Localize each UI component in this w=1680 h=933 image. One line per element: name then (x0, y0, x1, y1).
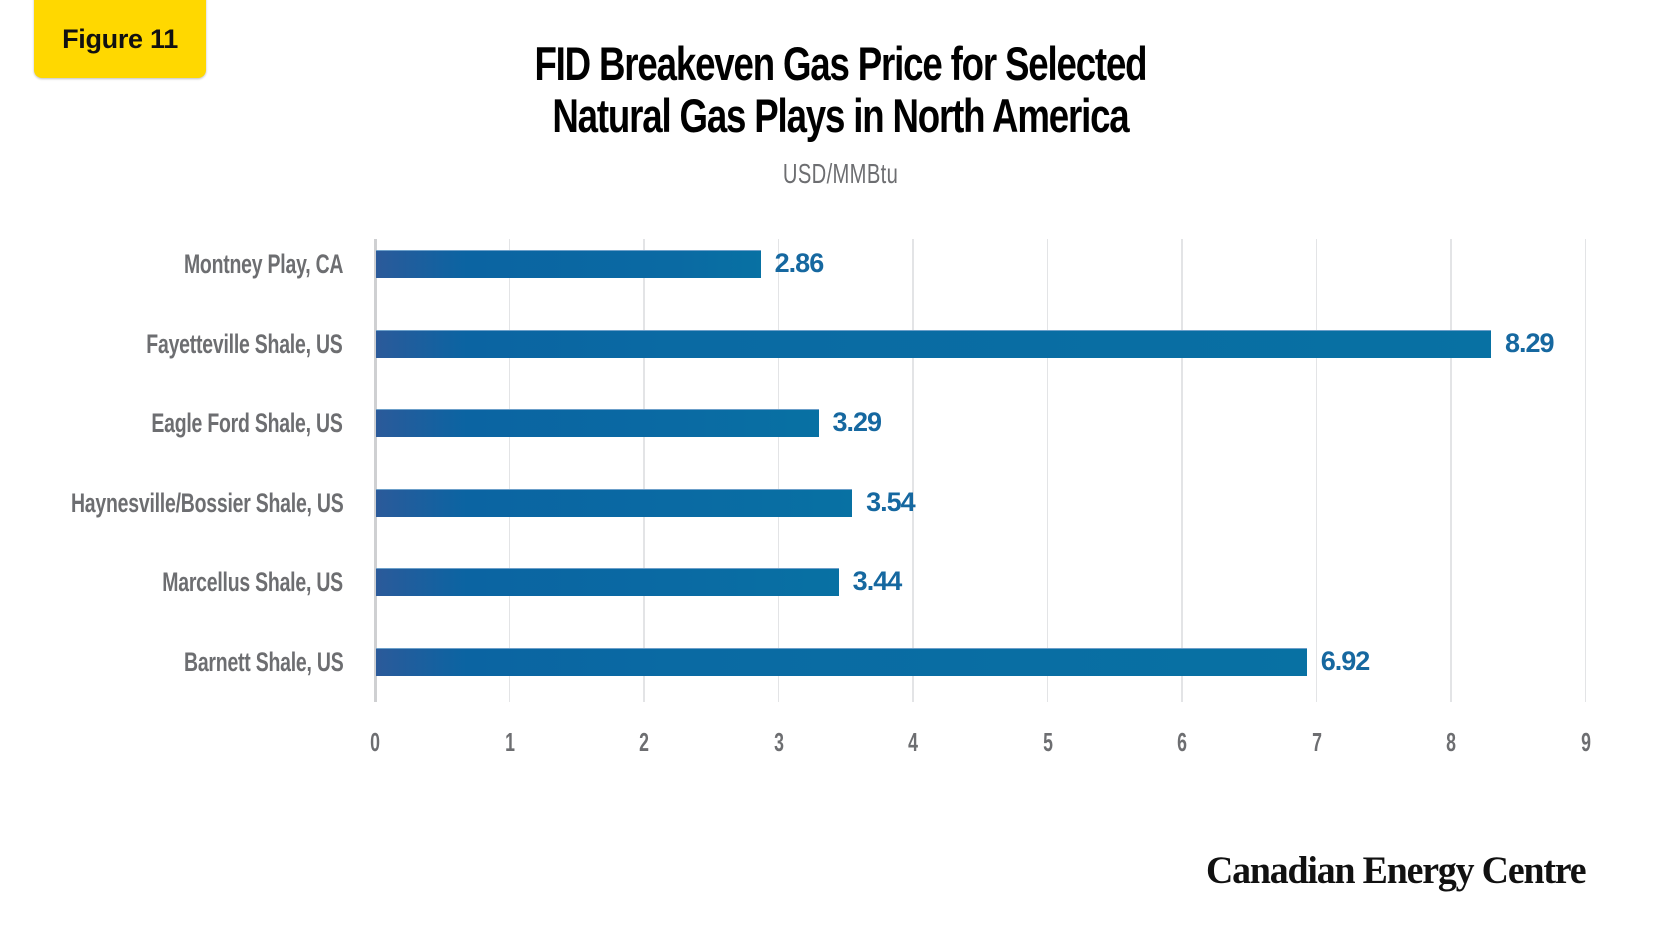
x-gridline (1450, 239, 1452, 702)
figure-badge: Figure 11 (34, 0, 206, 78)
x-tick-label: 5 (1042, 727, 1053, 757)
value-label: 2.86 (774, 248, 825, 278)
x-gridline (777, 239, 780, 702)
x-tick-label: 3 (773, 727, 784, 757)
x-tick-label: 0 (370, 727, 380, 757)
x-gridline (1315, 239, 1318, 702)
chart-title-line-1: FID Breakeven Gas Price for Selected (534, 37, 1147, 90)
data-bar (376, 409, 819, 438)
data-bar (376, 568, 839, 597)
value-label: 3.29 (832, 407, 883, 438)
category-label: Fayetteville Shale, US (146, 328, 343, 359)
x-tick-label: 1 (504, 727, 515, 757)
x-tick-label: 2 (639, 727, 649, 757)
x-tick-label: 7 (1311, 727, 1322, 757)
x-gridline (508, 239, 511, 702)
x-tick-label: 6 (1177, 727, 1187, 757)
x-gridline (912, 239, 914, 702)
y-axis-line (374, 239, 377, 702)
value-label: 6.92 (1320, 646, 1371, 676)
value-label: 8.29 (1505, 327, 1555, 358)
x-gridline (1181, 239, 1183, 702)
value-label: 3.44 (852, 566, 903, 597)
category-label: Haynesville/Bossier Shale, US (70, 487, 343, 518)
chart-subtitle-units: USD/MMBtu (782, 158, 899, 189)
category-label: Marcellus Shale, US (162, 567, 343, 598)
figure-badge-label: Figure 11 (62, 23, 178, 54)
x-gridline (1046, 239, 1049, 702)
x-gridline (643, 239, 645, 702)
chart-title: FID Breakeven Gas Price for Selected Nat… (185, 38, 1495, 142)
data-bar (376, 488, 853, 517)
data-bar (376, 329, 1491, 358)
x-gridline (1584, 239, 1587, 702)
chart-title-line-2: Natural Gas Plays in North America (552, 89, 1129, 142)
category-label: Barnett Shale, US (183, 647, 344, 677)
x-tick-label: 4 (908, 727, 918, 757)
category-label: Montney Play, CA (183, 249, 344, 279)
data-bar (376, 648, 1307, 676)
value-label: 3.54 (866, 486, 916, 517)
x-tick-label: 8 (1446, 727, 1456, 757)
data-bar (376, 250, 761, 278)
canadian-energy-centre-logo: Canadian Energy Centre (1206, 849, 1586, 892)
category-label: Eagle Ford Shale, US (151, 408, 343, 439)
x-tick-label: 9 (1580, 727, 1591, 757)
